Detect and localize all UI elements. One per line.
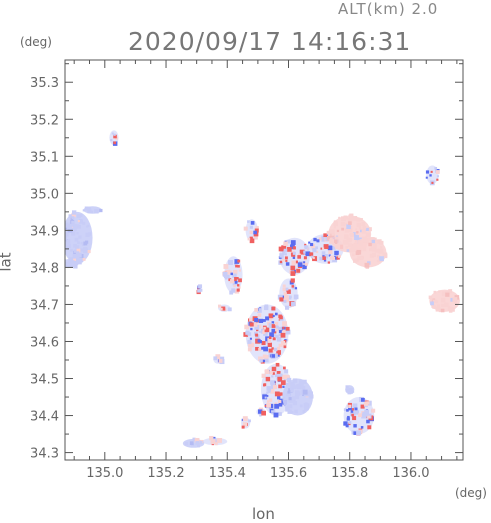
echo-region [256,407,266,417]
timestamp-title: 2020/09/17 14:16:31 [128,27,412,56]
echo-region [65,210,93,265]
plot-frame [64,59,464,461]
echo-region [425,165,440,186]
echo-region [343,396,376,436]
echo-region [428,289,460,313]
tick-layer: 135.0 135.2 135.4 135.6 135.8 136.0 34.3 34.4 34… [30,60,463,481]
y-tick-label: 34.3 [30,447,59,462]
x-tick-label: 135.2 [147,466,184,481]
echo-region [241,416,251,429]
y-tick-label: 34.8 [30,261,59,276]
echo-region [82,206,103,214]
echo-region [213,354,225,365]
y-tick-label: 34.7 [30,298,59,313]
echo-region [65,259,79,269]
echo-region [109,130,119,146]
echo-region [202,435,228,446]
x-axis-unit: (deg) [455,486,487,500]
x-axis-label: lon [252,505,275,523]
x-tick-label: 135.6 [270,466,307,481]
x-tick-label: 135.0 [86,466,123,481]
echo-region [243,304,291,364]
echo-region [196,284,203,295]
y-tick-label: 34.4 [30,410,59,425]
echo-region [278,237,310,276]
y-tick-label: 34.6 [30,335,59,350]
echo-region [243,219,259,244]
altitude-label: ALT(km) 2.0 [338,0,439,18]
y-tick-label: 34.9 [30,224,59,239]
y-tick-label: 35.3 [30,76,59,91]
x-tick-label: 135.8 [331,466,368,481]
echo-region [222,256,243,295]
y-tick-label: 34.5 [30,373,59,388]
x-tick-label: 136.0 [392,466,429,481]
echo-region [217,304,232,312]
echo-region [277,278,299,310]
y-tick-label: 35.1 [30,150,59,165]
echo-region [349,237,388,269]
y-axis-unit: (deg) [20,35,52,49]
y-tick-label: 35.0 [30,187,59,202]
echo-region [282,378,314,416]
echo-region [182,437,205,448]
y-tick-label: 35.2 [30,113,59,128]
x-tick-label: 135.4 [209,466,246,481]
echo-region [345,385,355,395]
echo-layer [65,130,460,448]
